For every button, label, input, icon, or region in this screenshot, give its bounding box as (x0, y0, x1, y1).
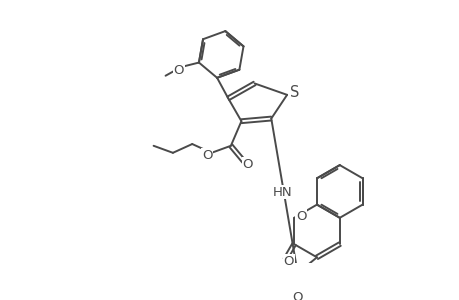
Text: S: S (290, 85, 299, 100)
Text: O: O (202, 149, 212, 162)
Text: HN: HN (272, 186, 292, 199)
Text: O: O (283, 255, 293, 268)
Text: O: O (242, 158, 252, 171)
Text: O: O (173, 64, 184, 77)
Text: O: O (292, 291, 302, 300)
Text: O: O (295, 209, 306, 223)
